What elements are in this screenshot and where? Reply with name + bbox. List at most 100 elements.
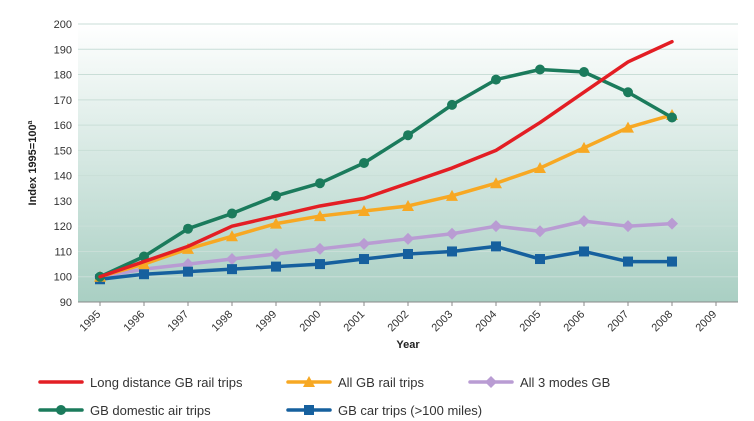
x-tick-label: 2000 xyxy=(297,308,323,334)
data-point xyxy=(227,264,237,275)
series-line xyxy=(98,244,674,282)
data-point xyxy=(359,158,369,168)
data-point xyxy=(446,189,458,201)
y-axis-title: Index 1995=100a xyxy=(27,120,39,205)
y-tick-label: 100 xyxy=(54,272,72,284)
data-point xyxy=(403,130,413,141)
data-point xyxy=(490,177,502,189)
series-line xyxy=(98,67,674,279)
data-point xyxy=(535,64,545,75)
data-point xyxy=(491,241,501,252)
y-tick-label: 160 xyxy=(54,120,72,132)
data-point xyxy=(622,121,634,133)
data-point xyxy=(226,253,238,266)
data-point xyxy=(271,190,281,201)
x-tick-label: 2004 xyxy=(473,308,499,334)
data-point xyxy=(667,256,677,267)
legend-item: All 3 modes GB xyxy=(468,372,610,392)
x-tick-label: 1997 xyxy=(165,308,191,334)
y-tick-label: 120 xyxy=(54,221,72,233)
legend-marker xyxy=(303,376,315,387)
data-point xyxy=(270,217,282,229)
y-tick-label: 150 xyxy=(54,145,72,157)
data-point xyxy=(183,223,193,234)
series-all-3-modes-gb xyxy=(94,215,678,283)
y-axis-title-text: Index 1995=100 xyxy=(27,124,39,205)
data-point xyxy=(315,259,325,270)
data-point xyxy=(138,258,150,270)
line-chart: 90 100 110 120 130 140 150 160 170 180 190 200 1995… xyxy=(27,19,738,351)
x-tick-label: 1996 xyxy=(121,308,147,334)
legend-swatch xyxy=(38,380,84,384)
legend-swatch xyxy=(286,405,332,415)
x-axis-ticks: 1995 1996 1997 1998 1999 2000 2001 2002 2003 2004… xyxy=(77,302,719,334)
x-axis-title: Year xyxy=(396,339,420,351)
legend-item: GB domestic air trips xyxy=(38,400,211,420)
data-point xyxy=(314,242,326,255)
data-point xyxy=(578,141,590,153)
x-tick-label: 2001 xyxy=(341,308,367,334)
x-tick-label: 1998 xyxy=(209,308,235,334)
data-point xyxy=(534,225,546,238)
data-point xyxy=(579,67,589,78)
legend: Long distance GB rail trips All GB rail t… xyxy=(38,370,738,420)
y-tick-label: 190 xyxy=(54,44,72,56)
data-point xyxy=(402,232,414,245)
data-point xyxy=(315,178,325,189)
legend-swatch xyxy=(38,405,84,415)
series-long-distance-gb-rail-trips xyxy=(98,39,674,279)
x-tick-label: 2007 xyxy=(605,308,631,334)
data-point xyxy=(359,254,369,265)
legend-marker xyxy=(56,405,66,415)
x-tick-label: 2009 xyxy=(693,308,719,334)
data-point xyxy=(491,74,501,85)
data-point xyxy=(623,256,633,267)
legend-label: GB car trips (>100 miles) xyxy=(338,402,483,418)
x-tick-label: 2008 xyxy=(649,308,675,334)
data-point xyxy=(139,269,149,280)
legend-label: Long distance GB rail trips xyxy=(90,374,243,390)
y-axis-ticks: 90 100 110 120 130 140 150 160 170 180 190 200 xyxy=(54,19,72,309)
legend-swatch xyxy=(286,376,332,387)
legend-swatch xyxy=(468,376,514,388)
data-point xyxy=(490,220,502,233)
data-point xyxy=(667,112,677,123)
y-tick-label: 110 xyxy=(54,246,72,258)
data-point xyxy=(534,162,546,174)
y-tick-label: 170 xyxy=(54,95,72,107)
series-line xyxy=(98,113,674,279)
x-tick-label: 1999 xyxy=(253,308,279,334)
data-point xyxy=(447,99,457,110)
legend-label: GB domestic air trips xyxy=(90,402,211,418)
data-point xyxy=(226,230,238,242)
data-point xyxy=(402,199,414,211)
y-axis-title-superscript: a xyxy=(27,120,34,124)
data-point xyxy=(403,248,413,259)
legend-label: All 3 modes GB xyxy=(520,374,611,390)
data-point xyxy=(270,247,282,260)
x-tick-label: 2006 xyxy=(561,308,587,334)
data-point xyxy=(358,205,370,217)
data-point xyxy=(535,254,545,265)
x-tick-label: 1995 xyxy=(77,308,103,334)
data-point xyxy=(446,227,458,240)
data-point xyxy=(314,210,326,222)
legend-item: GB car trips (>100 miles) xyxy=(286,400,482,420)
data-point xyxy=(578,215,590,228)
legend-marker xyxy=(304,405,314,415)
data-point xyxy=(623,87,633,98)
data-point xyxy=(666,217,678,230)
series-line xyxy=(98,219,674,279)
legend-item: All GB rail trips xyxy=(286,372,424,392)
x-tick-label: 2003 xyxy=(429,308,455,334)
data-point xyxy=(447,246,457,257)
series-line xyxy=(98,39,674,279)
series-lines xyxy=(94,39,678,285)
data-point xyxy=(182,242,194,254)
y-tick-label: 180 xyxy=(54,70,72,82)
x-tick-label: 2005 xyxy=(517,308,543,334)
data-point xyxy=(227,208,237,219)
y-tick-label: 140 xyxy=(54,171,72,183)
data-point xyxy=(183,266,193,277)
y-tick-label: 200 xyxy=(54,19,72,31)
